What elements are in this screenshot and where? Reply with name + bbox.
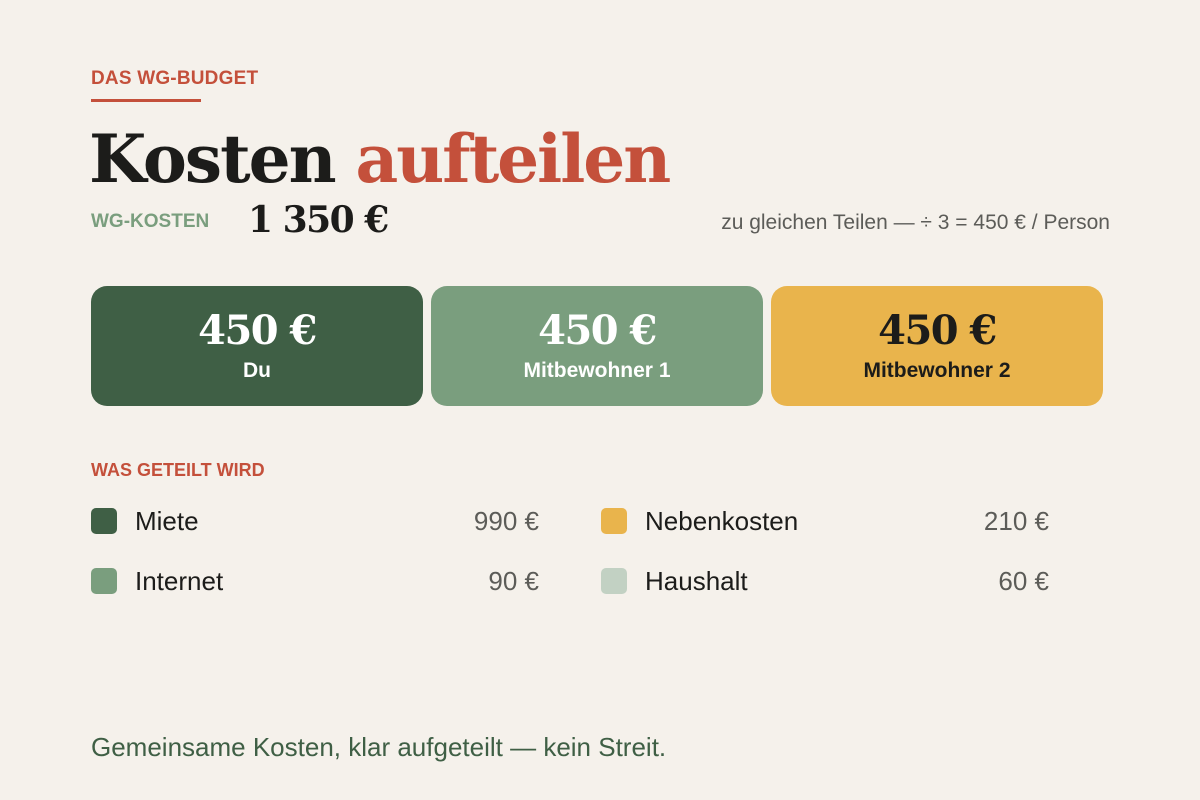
share-card-mitbewohner-1: 450 € Mitbewohner 1 xyxy=(431,286,763,406)
swatch-miete xyxy=(91,508,117,534)
cost-item-value: 60 € xyxy=(998,565,1049,596)
cost-item-value: 210 € xyxy=(983,505,1049,536)
share-name: Du xyxy=(243,359,271,382)
cost-item-nebenkosten: Nebenkosten 210 € xyxy=(601,506,1049,536)
swatch-haushalt xyxy=(601,568,627,594)
share-amount: 450 € xyxy=(538,307,657,354)
title-main: Kosten xyxy=(89,120,337,198)
cost-item-label: Internet xyxy=(135,565,224,596)
swatch-nebenkosten xyxy=(601,508,627,534)
breakdown-label: WAS GETEILT WIRD xyxy=(91,460,265,480)
cost-item-label: Miete xyxy=(135,505,199,536)
split-note: zu gleichen Teilen — ÷ 3 = 450 € / Perso… xyxy=(721,211,1110,234)
cost-item-value: 90 € xyxy=(488,565,539,596)
cost-item-value: 990 € xyxy=(473,505,539,536)
swatch-internet xyxy=(91,568,117,594)
cost-item-internet: Internet 90 € xyxy=(91,566,539,596)
footer-tagline: Gemeinsame Kosten, klar aufgeteilt — kei… xyxy=(91,732,667,762)
cost-item-haushalt: Haushalt 60 € xyxy=(601,566,1049,596)
title-accent: aufteilen xyxy=(355,120,672,198)
share-card-du: 450 € Du xyxy=(91,286,423,406)
cost-item-miete: Miete 990 € xyxy=(91,506,539,536)
cost-item-label: Nebenkosten xyxy=(645,505,799,536)
share-amount: 450 € xyxy=(198,307,317,354)
page-title: Kosten aufteilen xyxy=(89,126,671,192)
share-amount: 450 € xyxy=(878,307,997,354)
eyebrow-label: DAS WG-BUDGET xyxy=(91,68,259,89)
cost-item-label: Haushalt xyxy=(645,565,748,596)
share-card-mitbewohner-2: 450 € Mitbewohner 2 xyxy=(771,286,1103,406)
total-value: 1 350 € xyxy=(248,199,389,241)
eyebrow-underline xyxy=(91,99,201,102)
share-name: Mitbewohner 2 xyxy=(863,359,1011,382)
share-name: Mitbewohner 1 xyxy=(523,359,671,382)
total-label: WG-KOSTEN xyxy=(91,211,210,232)
